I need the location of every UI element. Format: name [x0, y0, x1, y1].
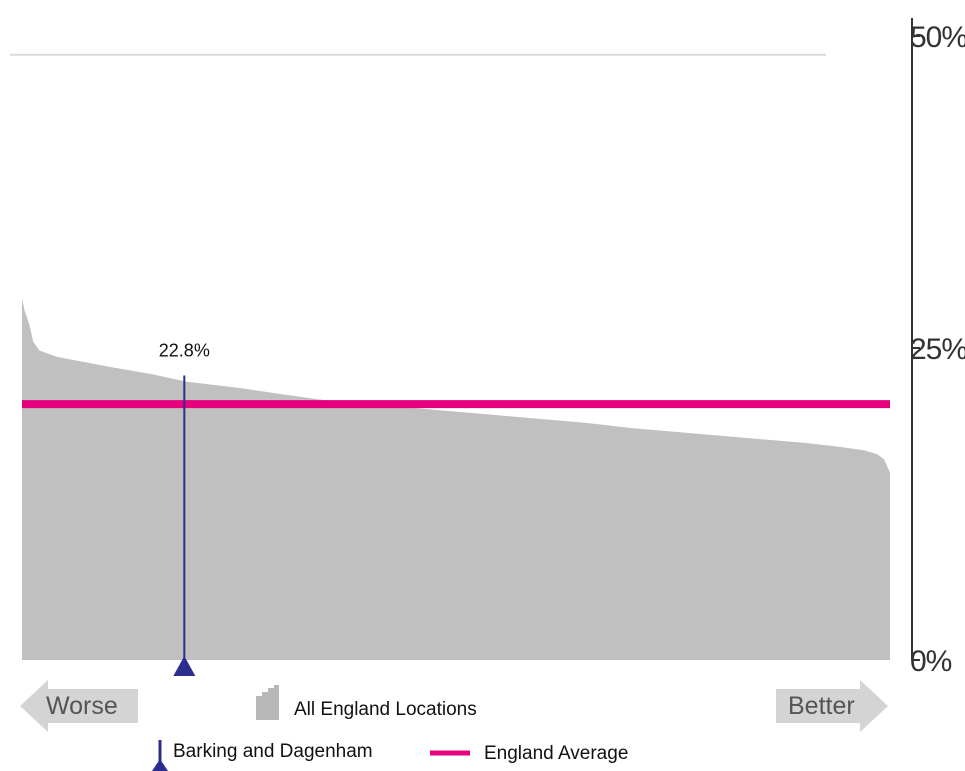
- highlight-marker-triangle: [173, 656, 196, 676]
- legend-label-highlight: Barking and Dagenham: [173, 741, 373, 762]
- legend-label-all-england: All England Locations: [294, 699, 477, 720]
- worse-arrow-icon: [20, 680, 138, 732]
- y-tick-label-25: 25%: [910, 333, 965, 366]
- legend-highlight-triangle-icon: [152, 759, 168, 771]
- worse-arrow-label: Worse: [46, 692, 118, 720]
- legend-label-average: England Average: [484, 743, 628, 764]
- highlight-value-label: 22.8%: [159, 340, 210, 360]
- legend-distribution-swatch-icon: [256, 685, 279, 720]
- y-tick-label-0: 0%: [910, 645, 952, 678]
- better-arrow-icon: [776, 680, 888, 732]
- all-england-distribution-area: [22, 298, 890, 660]
- better-arrow-label: Better: [788, 692, 855, 720]
- y-tick-label-50: 50%: [910, 21, 965, 54]
